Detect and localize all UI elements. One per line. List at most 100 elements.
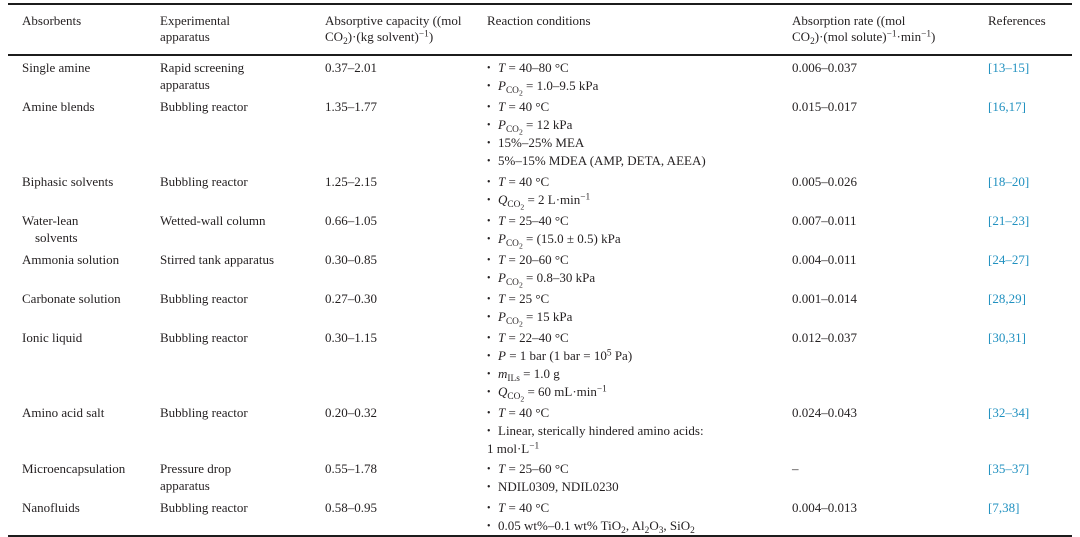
- apparatus-cell: Bubbling reactor: [160, 287, 325, 326]
- rate-cell: 0.015–0.017: [792, 99, 857, 114]
- condition-line: • PCO2 = 1.0–9.5 kPa: [487, 77, 786, 98]
- reference-link[interactable]: [35–37]: [988, 461, 1030, 476]
- apparatus-name: Bubbling reactor: [160, 330, 248, 345]
- condition-line: • QCO2 = 60 mL·min−1: [487, 383, 786, 403]
- condition-text: T = 22–40 °C: [498, 330, 569, 345]
- condition-text: T = 40–80 °C: [498, 60, 569, 75]
- header-row: Absorbents Experimental apparatus Absorp…: [8, 4, 1072, 56]
- condition-line: • PCO2 = (15.0 ± 0.5) kPa: [487, 230, 786, 250]
- table-row: Water-lean solvents Wetted-wall column 0.66…: [8, 209, 1072, 250]
- reference-link[interactable]: [30,31]: [988, 330, 1026, 345]
- col-header-experimental-apparatus: Experimental apparatus: [160, 4, 325, 56]
- condition-text: PCO2 = 0.8–30 kPa: [498, 270, 596, 290]
- apparatus-name: Rapid screening: [160, 60, 245, 75]
- absorbent-cell: Ionic liquid: [8, 326, 160, 401]
- capacity-cell: 0.30–0.85: [325, 252, 377, 267]
- condition-text: mILs = 1.0 g: [498, 366, 560, 384]
- apparatus-cell: Bubbling reactor: [160, 401, 325, 457]
- apparatus-name: Wetted-wall column: [160, 213, 266, 228]
- absorbent-name: Carbonate solution: [22, 291, 121, 306]
- absorbent-cell: Single amine: [8, 55, 160, 95]
- condition-text: PCO2 = 12 kPa: [498, 117, 573, 137]
- apparatus-cell: Bubbling reactor: [160, 326, 325, 401]
- condition-line: • mILs = 1.0 g: [487, 365, 786, 383]
- rate-cell: 0.004–0.011: [792, 252, 857, 267]
- conditions-cell: • T = 20–60 °C • PCO2 = 0.8–30 kPa: [487, 248, 792, 290]
- capacity-cell: 1.25–2.15: [325, 174, 377, 189]
- col-header-references: References: [988, 4, 1072, 56]
- reference-link[interactable]: [18–20]: [988, 174, 1030, 189]
- condition-line: • NDIL0309, NDIL0230: [487, 478, 786, 496]
- condition-text: T = 40 °C: [498, 500, 550, 515]
- condition-line: • T = 25–60 °C: [487, 460, 786, 478]
- reference-cell: [13–15]: [988, 55, 1072, 95]
- col-header-absorption-rate: Absorption rate ((mol CO2)·(mol solute)−…: [792, 4, 988, 56]
- bullet-icon: •: [487, 234, 491, 245]
- table-row: Amine blends Bubbling reactor 1.35–1.77 • T …: [8, 95, 1072, 170]
- condition-line: • T = 22–40 °C: [487, 329, 786, 347]
- reference-link[interactable]: [16,17]: [988, 99, 1026, 114]
- col-header-absorptive-capacity: Absorptive capacity ((mol CO2)·(kg solve…: [325, 4, 487, 56]
- absorbent-cell: Water-lean solvents: [8, 209, 160, 248]
- absorbent-cell: Nanofluids: [8, 496, 160, 536]
- table-row: Microencapsulation Pressure drop apparatus…: [8, 457, 1072, 496]
- bullet-icon: •: [487, 312, 491, 323]
- rate-cell: –: [792, 461, 799, 476]
- reference-link[interactable]: [21–23]: [988, 213, 1030, 228]
- table-row: Amino acid salt Bubbling reactor 0.20–0.32…: [8, 401, 1072, 457]
- conditions-cell: • T = 40 °C • 0.05 wt%–0.1 wt% TiO2, Al2O3,…: [487, 496, 792, 536]
- bullet-icon: •: [487, 273, 491, 284]
- condition-line: • T = 40 °C: [487, 404, 786, 422]
- condition-line: 1 mol·L−1: [487, 440, 786, 457]
- condition-line: • 15%–25% MEA: [487, 134, 786, 152]
- condition-line: • T = 20–60 °C: [487, 251, 786, 269]
- reference-link[interactable]: [13–15]: [988, 60, 1030, 75]
- bullet-icon: •: [487, 351, 491, 362]
- bullet-icon: •: [487, 503, 491, 514]
- conditions-cell: • T = 25–60 °C • NDIL0309, NDIL0230: [487, 457, 792, 496]
- condition-line: • T = 40 °C: [487, 98, 786, 116]
- condition-line: • T = 40–80 °C: [487, 59, 786, 77]
- apparatus-name: apparatus: [160, 478, 210, 493]
- bullet-icon: •: [487, 333, 491, 344]
- table-row: Biphasic solvents Bubbling reactor 1.25–2.…: [8, 170, 1072, 211]
- table-body: Single amine Rapid screening apparatus 0.37…: [8, 55, 1072, 536]
- condition-line: • T = 25 °C: [487, 290, 786, 308]
- capacity-cell: 0.27–0.30: [325, 291, 377, 306]
- reference-cell: [18–20]: [988, 170, 1072, 209]
- reference-cell: [21–23]: [988, 209, 1072, 248]
- apparatus-name: apparatus: [160, 77, 210, 92]
- bullet-icon: •: [487, 120, 491, 131]
- capacity-cell: 1.35–1.77: [325, 99, 377, 114]
- apparatus-cell: Pressure drop apparatus: [160, 457, 325, 496]
- condition-text: P = 1 bar (1 bar = 105 Pa): [498, 348, 633, 363]
- condition-line: • T = 40 °C: [487, 173, 786, 191]
- conditions-cell: • T = 40 °C • Linear, sterically hindered a…: [487, 401, 792, 457]
- absorbent-cell: Biphasic solvents: [8, 170, 160, 209]
- condition-text: T = 25–60 °C: [498, 461, 569, 476]
- table-row: Ammonia solution Stirred tank apparatus 0.…: [8, 248, 1072, 290]
- reference-link[interactable]: [24–27]: [988, 252, 1030, 267]
- bullet-icon: •: [487, 369, 491, 380]
- rate-cell: 0.007–0.011: [792, 213, 857, 228]
- rate-cell: 0.001–0.014: [792, 291, 857, 306]
- bullet-icon: •: [487, 408, 491, 419]
- condition-text: PCO2 = 1.0–9.5 kPa: [498, 78, 599, 98]
- rate-cell: 0.005–0.026: [792, 174, 857, 189]
- rate-cell: 0.012–0.037: [792, 330, 857, 345]
- bullet-icon: •: [487, 81, 491, 92]
- reference-cell: [7,38]: [988, 496, 1072, 536]
- absorbent-name: Nanofluids: [22, 500, 80, 515]
- capacity-cell: 0.20–0.32: [325, 405, 377, 420]
- condition-text: 15%–25% MEA: [498, 135, 585, 150]
- reference-link[interactable]: [28,29]: [988, 291, 1026, 306]
- reference-cell: [28,29]: [988, 287, 1072, 326]
- absorbent-name: Amine blends: [22, 99, 95, 114]
- absorbents-comparison-table: Absorbents Experimental apparatus Absorp…: [8, 3, 1072, 537]
- col-header-absorbents: Absorbents: [8, 4, 160, 56]
- condition-text: T = 25–40 °C: [498, 213, 569, 228]
- bullet-icon: •: [487, 464, 491, 475]
- reference-link[interactable]: [32–34]: [988, 405, 1030, 420]
- bullet-icon: •: [487, 482, 491, 493]
- reference-link[interactable]: [7,38]: [988, 500, 1020, 515]
